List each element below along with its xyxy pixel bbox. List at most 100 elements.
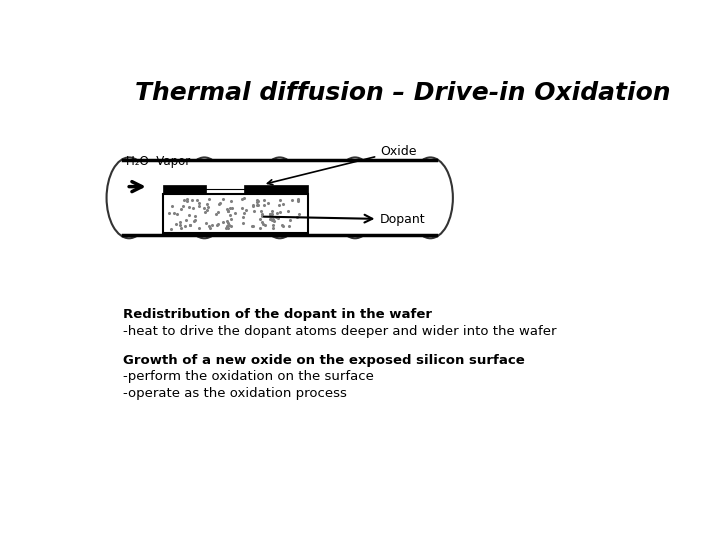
Point [200, 219, 212, 228]
Point [201, 199, 212, 208]
Point [186, 195, 197, 204]
Point [223, 220, 235, 229]
Point [185, 220, 197, 229]
Point [256, 207, 267, 215]
Point [251, 195, 263, 204]
Point [204, 224, 216, 232]
Point [217, 194, 228, 203]
Point [224, 204, 235, 212]
Point [254, 224, 266, 233]
Point [292, 197, 303, 205]
Point [222, 206, 234, 215]
Point [253, 215, 265, 224]
Point [238, 208, 250, 217]
Point [284, 215, 295, 224]
Point [267, 215, 279, 224]
Point [246, 221, 258, 230]
Point [264, 210, 276, 219]
Point [283, 221, 294, 230]
Point [256, 210, 268, 218]
Bar [163, 194, 307, 233]
Point [270, 213, 282, 222]
Point [183, 211, 194, 220]
Point [213, 200, 225, 208]
Point [206, 220, 217, 229]
Point [252, 197, 264, 206]
Point [225, 197, 237, 206]
Point [259, 221, 271, 230]
Point [251, 198, 263, 206]
Point [178, 196, 189, 205]
Point [194, 199, 205, 207]
Point [237, 195, 248, 204]
Point [268, 217, 279, 225]
Text: -operate as the oxidation process: -operate as the oxidation process [124, 387, 347, 400]
Point [276, 221, 288, 230]
Point [240, 206, 251, 215]
Point [221, 205, 233, 213]
Text: Oxide: Oxide [267, 145, 417, 185]
Point [181, 195, 192, 204]
Point [274, 207, 285, 216]
Point [189, 212, 201, 220]
Point [248, 201, 259, 210]
Point [277, 200, 289, 208]
Bar [163, 185, 206, 194]
Point [264, 214, 276, 223]
Point [268, 220, 279, 229]
Point [199, 207, 210, 216]
Point [252, 201, 264, 210]
Point [238, 194, 250, 202]
Text: Redistribution of the dopant in the wafer: Redistribution of the dopant in the wafe… [124, 308, 433, 321]
Point [264, 210, 276, 218]
Point [267, 224, 279, 232]
Point [292, 195, 304, 204]
Point [210, 210, 221, 218]
Text: Thermal diffusion – Drive-in Oxidation: Thermal diffusion – Drive-in Oxidation [135, 82, 670, 105]
Point [247, 222, 258, 231]
Point [258, 196, 270, 205]
Point [291, 212, 302, 221]
Point [266, 216, 278, 225]
Point [171, 210, 182, 218]
Point [188, 204, 199, 212]
Point [282, 207, 294, 215]
Point [174, 221, 186, 230]
Text: Dopant: Dopant [264, 213, 426, 226]
Point [224, 211, 235, 220]
Point [266, 210, 278, 219]
Point [202, 206, 213, 215]
Point [257, 220, 269, 228]
Point [180, 216, 192, 225]
Point [203, 222, 215, 231]
Point [222, 224, 234, 233]
Point [170, 220, 181, 228]
Point [215, 199, 226, 207]
Point [262, 199, 274, 207]
Point [237, 219, 248, 227]
Point [178, 201, 189, 210]
Point [225, 214, 236, 223]
Text: -perform the oxidation on the surface: -perform the oxidation on the surface [124, 370, 374, 383]
Point [189, 215, 201, 224]
Point [225, 221, 237, 230]
Point [221, 221, 233, 230]
Point [183, 203, 194, 212]
Bar [124, 161, 436, 234]
Point [181, 197, 193, 206]
Point [274, 196, 285, 205]
Point [193, 202, 204, 211]
Point [256, 218, 268, 226]
Point [256, 212, 267, 220]
Point [277, 222, 289, 231]
Point [221, 217, 233, 225]
Point [184, 221, 195, 230]
Point [203, 202, 215, 211]
Point [230, 209, 241, 218]
Point [265, 215, 276, 224]
Point [287, 196, 298, 205]
Point [292, 195, 304, 204]
Point [236, 204, 248, 213]
Point [211, 221, 222, 230]
Point [273, 214, 284, 222]
